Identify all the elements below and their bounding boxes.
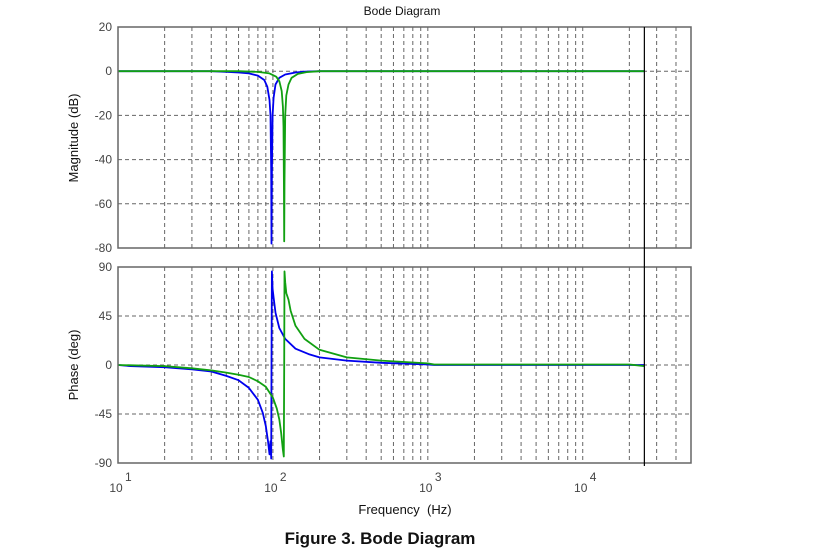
x-tick-exponent: 2 [280, 470, 287, 484]
y-tick-label: 0 [105, 358, 112, 372]
magnitude-y-label: Magnitude (dB) [66, 94, 81, 183]
series-line [117, 270, 645, 460]
y-tick-label: 20 [99, 20, 113, 34]
magnitude-plot: 20 0 -20 -40 -60 -80 Magnitude (dB) [66, 20, 692, 255]
phase-plot: 90 45 0 -45 -90 Phase (deg) [66, 260, 692, 470]
x-tick-label: 10 [264, 481, 278, 495]
y-tick-label: -90 [95, 456, 113, 470]
y-tick-label: -80 [95, 241, 113, 255]
x-tick-exponent: 4 [590, 470, 597, 484]
magnitude-axes-box [117, 26, 692, 249]
x-axis-label: Frequency (Hz) [358, 502, 451, 517]
y-tick-label: -60 [95, 197, 113, 211]
series-line [117, 270, 645, 458]
y-tick-label: 90 [99, 260, 113, 274]
y-tick-label: -40 [95, 153, 113, 167]
series-line [118, 70, 645, 245]
x-tick-label: 10 [574, 481, 588, 495]
x-tick-exponent: 1 [125, 470, 132, 484]
y-tick-label: 0 [105, 64, 112, 78]
phase-y-label: Phase (deg) [66, 330, 81, 401]
x-tick-label: 10 [109, 481, 123, 495]
magnitude-y-ticks: 20 0 -20 -40 -60 -80 [95, 20, 113, 255]
magnitude-lines [118, 70, 645, 245]
chart-title: Bode Diagram [364, 4, 441, 18]
y-tick-label: -20 [95, 108, 113, 122]
figure-caption: Figure 3. Bode Diagram [284, 529, 476, 548]
y-tick-label: 45 [99, 309, 113, 323]
y-tick-label: -45 [95, 407, 113, 421]
phase-y-ticks: 90 45 0 -45 -90 [95, 260, 113, 470]
series-line [118, 70, 645, 243]
phase-axes-box [117, 266, 692, 464]
magnitude-grid [118, 27, 691, 248]
x-tick-label: 10 [419, 481, 433, 495]
x-tick-exponent: 3 [435, 470, 442, 484]
phase-lines [117, 270, 645, 460]
